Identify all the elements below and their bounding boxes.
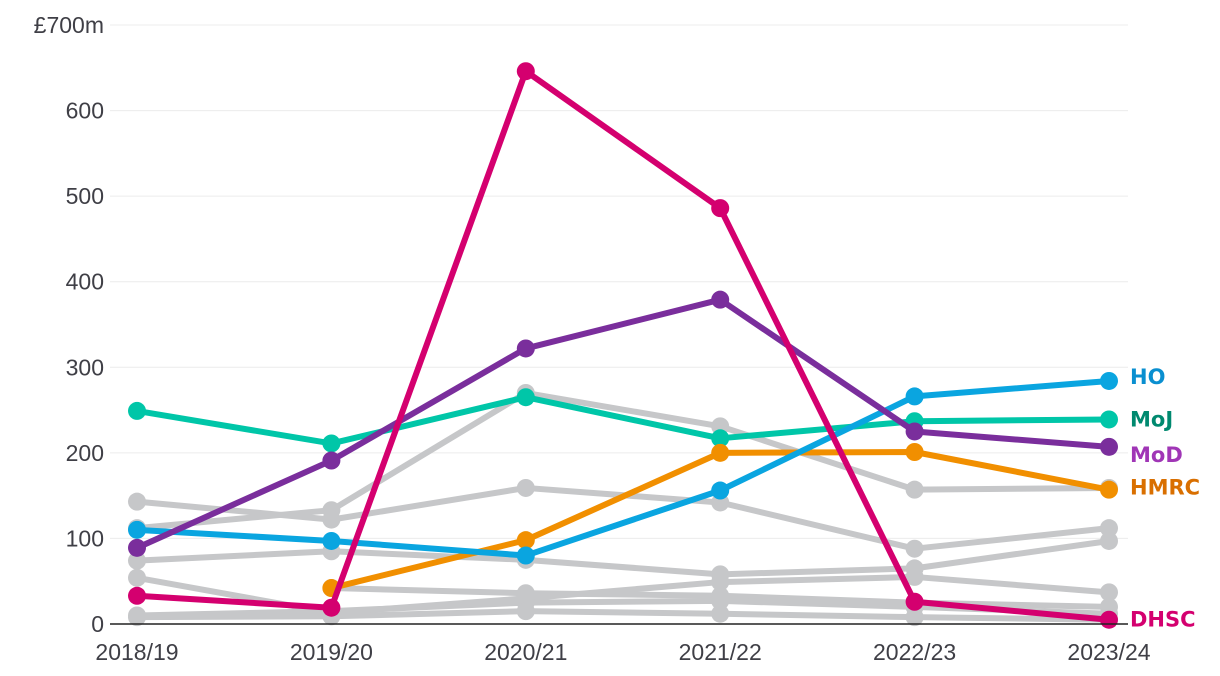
x-tick-label: 2022/23	[873, 639, 956, 665]
ho-point	[516, 546, 535, 565]
mod-point	[1100, 437, 1118, 456]
moj-line	[134, 394, 1112, 447]
mod-line	[134, 296, 1112, 551]
mod-point	[128, 538, 146, 557]
dhsc-point	[711, 199, 730, 218]
y-tick-label: 600	[66, 98, 104, 124]
y-tick-label: 500	[66, 183, 104, 209]
y-tick-label: 400	[66, 269, 104, 295]
moj-series	[128, 388, 1118, 453]
grey-point	[128, 608, 146, 627]
series-label-dhsc: DHSC	[1130, 608, 1196, 632]
ho-point	[128, 520, 146, 539]
grey-point	[711, 573, 730, 592]
ho-point	[711, 481, 730, 500]
moj-point	[1100, 410, 1118, 429]
dhsc-point	[516, 62, 535, 81]
moj-point	[322, 434, 341, 453]
series-label-hmrc: HMRC	[1130, 476, 1200, 500]
grey-point	[905, 480, 924, 499]
ho-line	[134, 377, 1112, 559]
hmrc-series	[322, 443, 1118, 598]
series-label-mod: MoD	[1130, 443, 1183, 467]
hmrc-point	[711, 443, 730, 462]
y-tick-label: 300	[66, 354, 104, 380]
highlighted-series-group	[128, 62, 1118, 629]
grey-point	[322, 510, 341, 529]
grey-point	[1100, 583, 1118, 602]
grey-line	[134, 597, 1112, 619]
gridlines	[110, 24, 1128, 539]
moj-point	[128, 401, 146, 420]
dhsc-point	[1100, 610, 1118, 629]
y-tick-label: 100	[66, 525, 104, 551]
hmrc-point	[905, 443, 924, 462]
grey-point	[128, 551, 146, 570]
dhsc-point	[128, 586, 146, 605]
grey-line	[134, 389, 1112, 532]
mod-series	[128, 290, 1118, 557]
ho-point	[322, 531, 341, 550]
grey-point	[711, 604, 730, 623]
ho-point	[905, 387, 924, 406]
x-tick-label: 2019/20	[290, 639, 373, 665]
grey-point	[516, 602, 535, 621]
ho-point	[1100, 371, 1118, 390]
moj-point	[516, 388, 535, 407]
x-tick-label: 2021/22	[679, 639, 762, 665]
dhsc-point	[905, 592, 924, 611]
grey-point	[711, 591, 730, 610]
grey-point	[1100, 531, 1118, 550]
series-label-moj: MoJ	[1130, 407, 1173, 431]
y-tick-label: 200	[66, 440, 104, 466]
x-tick-label: 2018/19	[95, 639, 178, 665]
moj-point	[711, 429, 730, 448]
dhsc-series	[128, 62, 1118, 629]
x-tick-label: 2020/21	[484, 639, 567, 665]
x-tick-label: 2023/24	[1067, 639, 1150, 665]
grey-point	[516, 478, 535, 497]
hmrc-point	[1100, 480, 1118, 499]
mod-point	[322, 451, 341, 470]
dhsc-point	[322, 598, 341, 617]
grey-point	[905, 539, 924, 558]
series-labels: MoJ HMRC HO MoD DHSC	[1130, 365, 1200, 632]
grey-point	[905, 608, 924, 627]
axes: 0 100 200 300 400 500 600 £700m 2018/19 2019/20 20…	[34, 12, 1151, 665]
y-tick-label: 0	[91, 611, 104, 637]
ho-series	[128, 371, 1118, 565]
grey-point	[128, 492, 146, 511]
mod-point	[905, 422, 924, 441]
series-label-ho: HO	[1130, 365, 1165, 389]
dhsc-line	[134, 68, 1112, 623]
mod-point	[711, 290, 730, 309]
grey-point	[128, 568, 146, 587]
grey-point	[905, 567, 924, 586]
grey-line	[134, 537, 1112, 578]
grey-line	[134, 608, 1112, 623]
mod-point	[516, 339, 535, 358]
y-tick-label: £700m	[34, 12, 104, 38]
grey-point	[1100, 519, 1118, 538]
hmrc-point	[516, 531, 535, 550]
